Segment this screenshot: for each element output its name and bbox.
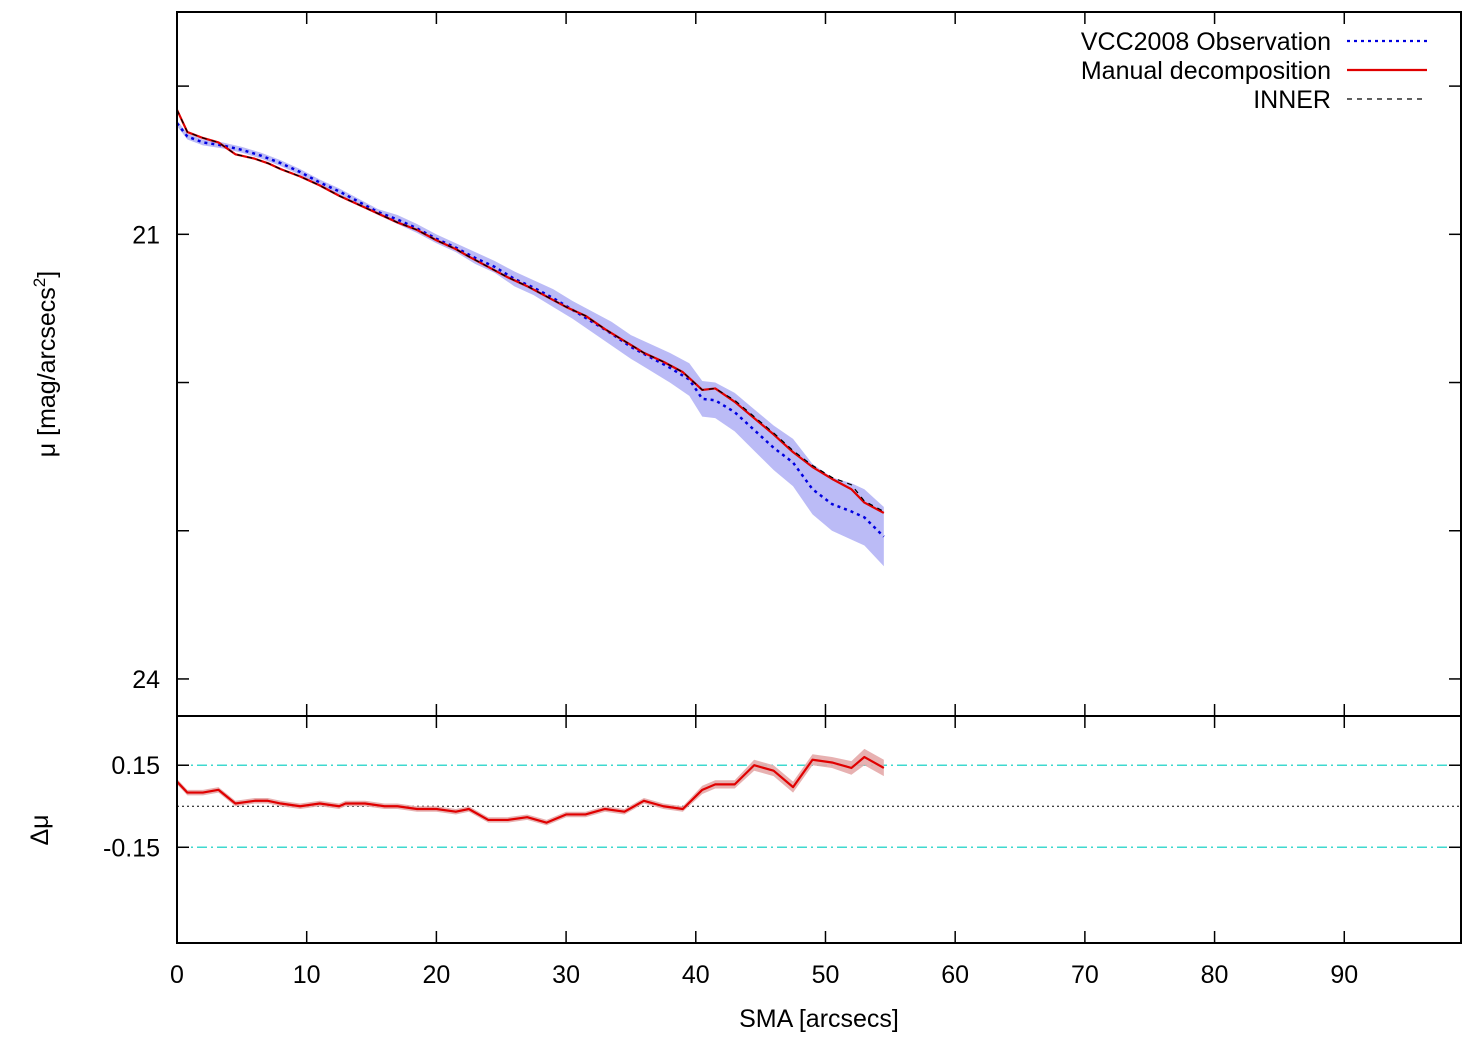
x-axis-label: SMA [arcsecs]: [739, 1005, 899, 1033]
inner-series-line: [177, 109, 885, 512]
profile-y-tick-label: 24: [132, 666, 160, 694]
x-tick-label: 40: [682, 961, 710, 989]
residual-y-tick-label: 0.15: [111, 752, 160, 780]
residual-panel: 0.15 -0.15 0 10 20 30 40 50 60 70 80 90 Δμ SMA [arc…: [26, 715, 1462, 1033]
legend-label: INNER: [1253, 86, 1331, 114]
x-tick-label: 30: [552, 961, 580, 989]
profile-y-axis-label: μ [mag/arcsecs2]: [30, 271, 61, 457]
residual-y-tick-label: -0.15: [103, 834, 160, 862]
x-tick-label: 80: [1201, 961, 1229, 989]
profile-error-bands: [177, 120, 884, 567]
residual-ticks: 0.15 -0.15 0 10 20 30 40 50 60 70 80 90: [103, 716, 1461, 989]
x-tick-label: 90: [1330, 961, 1358, 989]
residual-series-line: [177, 755, 885, 824]
x-tick-label: 10: [293, 961, 321, 989]
observation-series-line: [177, 122, 885, 538]
residual-plot-frame: [176, 715, 1462, 944]
residual-error-band: [177, 748, 884, 826]
legend-label: Manual decomposition: [1081, 57, 1331, 85]
x-tick-label: 50: [812, 961, 840, 989]
observation-error-band: [177, 120, 884, 567]
x-tick-label: 60: [941, 961, 969, 989]
profile-y-tick-label: 21: [132, 221, 160, 249]
profile-y-ticks: 21 24: [132, 12, 1461, 716]
residual-line: [177, 755, 885, 824]
x-tick-label: 70: [1071, 961, 1099, 989]
profile-plot-frame: [176, 11, 1462, 717]
legend-label: VCC2008 Observation: [1081, 28, 1331, 56]
residual-y-axis-label: Δμ: [26, 814, 54, 845]
profile-series-lines: [177, 109, 885, 538]
residual-error-band-shape: [177, 748, 884, 826]
x-tick-label: 20: [422, 961, 450, 989]
x-tick-label: 0: [170, 961, 184, 989]
